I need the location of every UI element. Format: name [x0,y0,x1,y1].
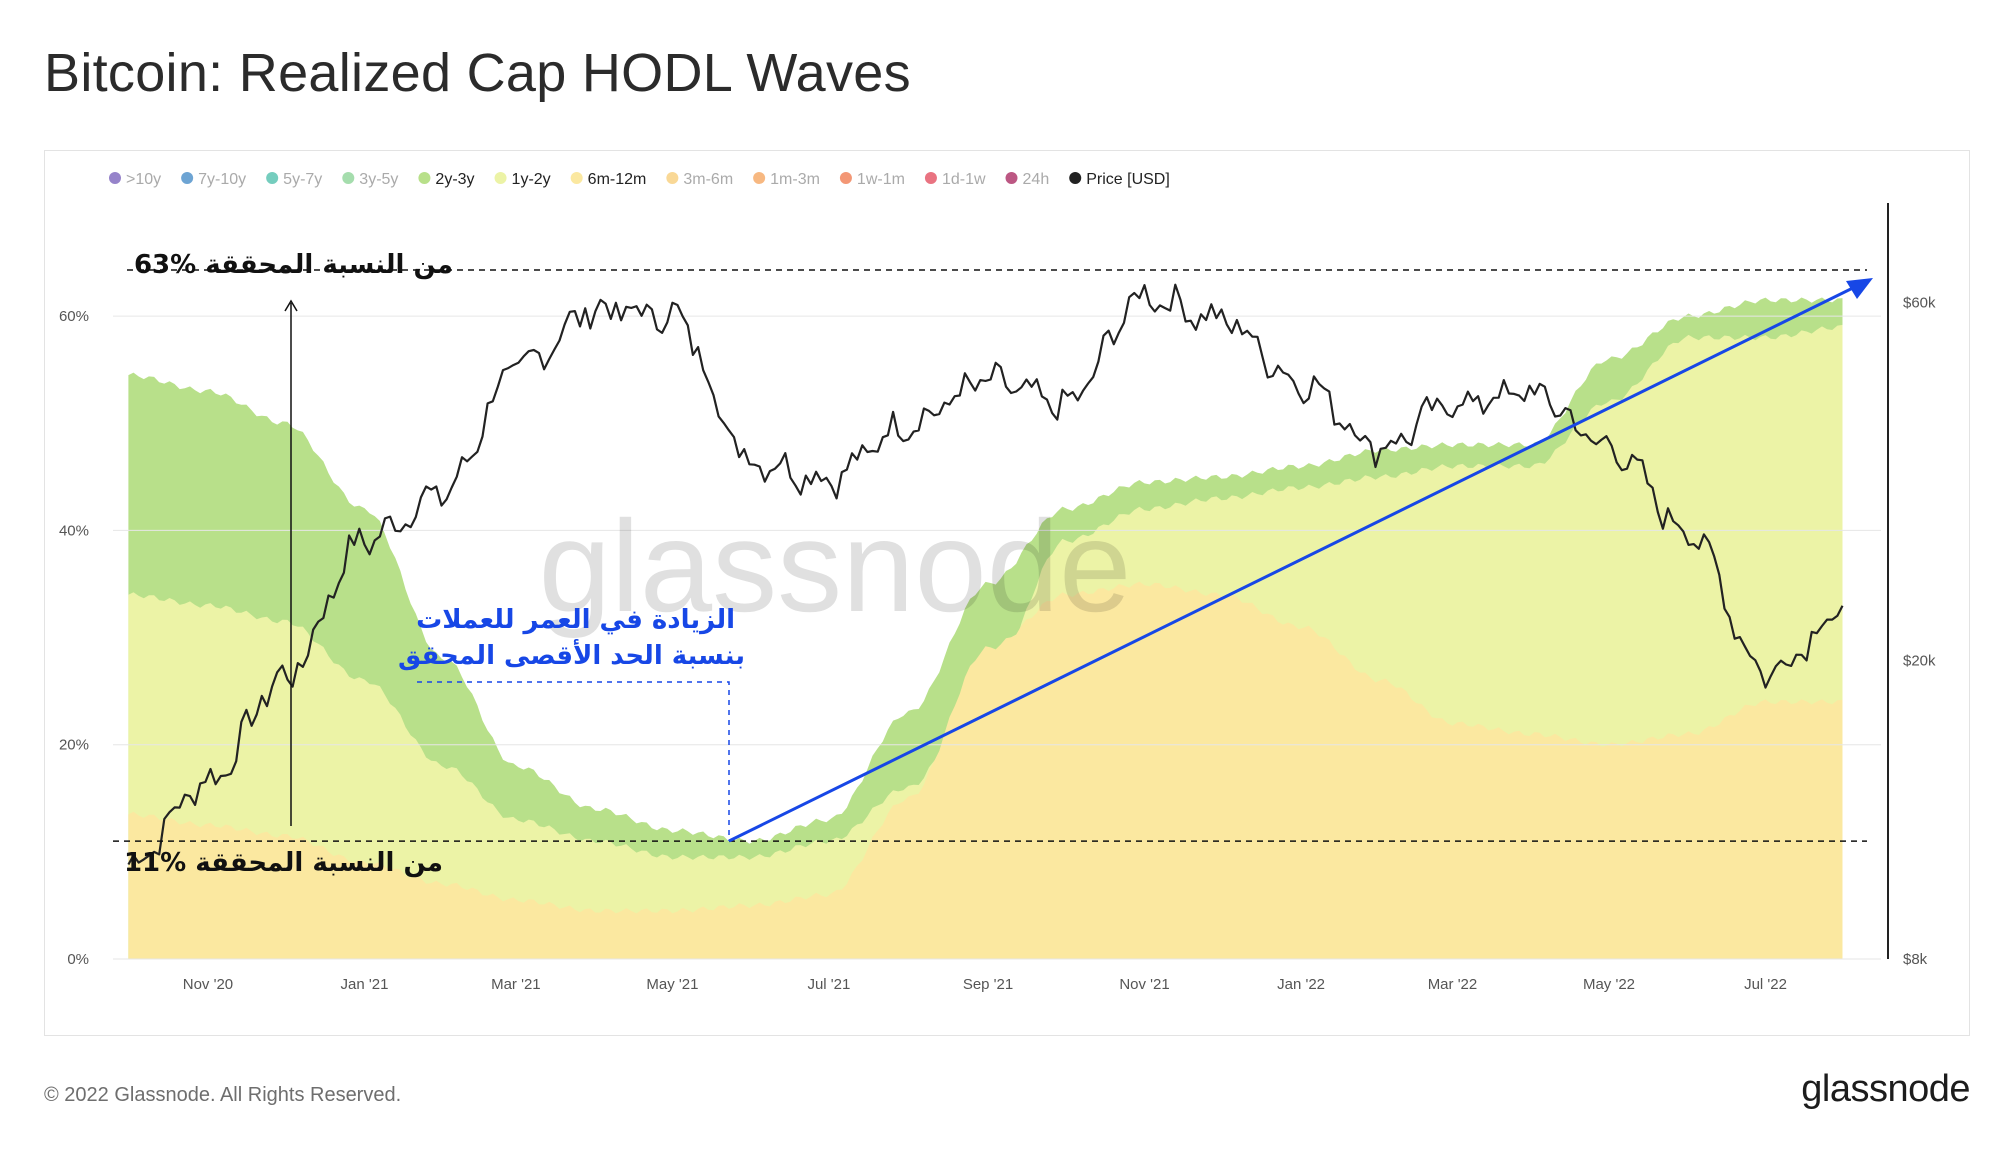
y-left-tick-label: 0% [67,951,89,968]
legend-label: 3m-6m [683,171,733,188]
y-right-tick-label: $60k [1903,295,1936,312]
blue-annotation-line2: بنسبة الحد الأقصى المحقق [398,639,745,671]
annotation-layer: 63% من النسبة المحققة 11% من النسبة المحق… [113,250,1873,878]
legend-dot [342,172,355,184]
watermark-text: glassnode [539,493,1132,639]
top-annotation-text: 63% من النسبة المحققة [134,250,453,280]
legend-item-price-usd[interactable]: Price [USD] [1069,171,1170,188]
legend-item-5y-7y[interactable]: 5y-7y [266,171,322,188]
x-tick-label: Nov '20 [183,976,233,993]
page-title: Bitcoin: Realized Cap HODL Waves [44,43,911,103]
legend-label: 5y-7y [283,171,322,188]
legend-dot [924,172,937,184]
range-arrow-head [284,299,298,312]
legend-label: 7y-10y [198,171,246,188]
blue-trend-arrow [728,280,1866,843]
legend-dot [839,172,852,184]
legend-item-2y-3y[interactable]: 2y-3y [418,171,475,188]
area-layer [128,297,1843,959]
y-left-tick-label: 20% [59,737,89,754]
x-tick-label: Jul '21 [807,976,850,993]
legend-dot [1005,172,1018,184]
chart-frame: glassnode 0% 20% 40% 60% $8k $20k $60k Nov '20 J… [44,150,1970,1036]
legend-dot [266,172,279,184]
x-tick-label: Mar '21 [491,976,541,993]
area-6m-12m [128,581,1843,959]
legend-item-24h[interactable]: 24h [1005,171,1050,188]
legend-label: >10y [126,171,161,188]
x-tick-label: May '21 [646,976,698,993]
x-tick-label: Nov '21 [1119,976,1169,993]
legend-dot [109,172,121,184]
price-layer [127,283,1844,866]
legend-label: Price [USD] [1086,171,1170,188]
x-tick-label: Jan '22 [1277,976,1325,993]
y-right-tick-label: $8k [1903,951,1928,968]
x-tick-label: May '22 [1583,976,1635,993]
bottom-annotation-text: 11% من النسبة المحققة [124,848,443,878]
legend-item-1m-3m[interactable]: 1m-3m [753,171,820,188]
axes-layer: 0% 20% 40% 60% $8k $20k $60k Nov '20 Jan '21 Mar … [59,203,1936,993]
footer-logo: glassnode [1801,1068,1970,1110]
price-line [127,283,1844,866]
legend-item-6m-12m[interactable]: 6m-12m [570,171,647,188]
x-tick-label: Jul '22 [1744,976,1787,993]
legend-label: 1w-1m [857,171,905,188]
x-tick-label: Mar '22 [1428,976,1478,993]
legend-item-10y[interactable]: >10y [109,171,161,188]
blue-trend-arrow-head [1846,278,1873,299]
legend-item-7y-10y[interactable]: 7y-10y [181,171,246,188]
x-tick-label: Jan '21 [341,976,389,993]
legend-item-3y-5y[interactable]: 3y-5y [342,171,398,188]
legend-item-1w-1m[interactable]: 1w-1m [839,171,905,188]
legend-dot [418,172,431,184]
legend-dot [494,172,507,184]
blue-dashed-bracket [417,681,730,841]
legend-dot [570,172,583,184]
legend-item-3m-6m[interactable]: 3m-6m [666,171,733,188]
legend-dot [666,172,679,184]
legend-label: 2y-3y [435,171,474,188]
legend-label: 3y-5y [359,171,398,188]
y-left-tick-label: 60% [59,308,89,325]
legend-label: 1y-2y [512,171,551,188]
blue-annotation-line1: الزيادة في العمر للعملات [416,605,735,635]
legend-dot [1069,172,1082,184]
legend-label: 6m-12m [588,171,647,188]
legend-dot [181,172,194,184]
x-tick-label: Sep '21 [963,976,1013,993]
y-left-tick-label: 40% [59,522,89,539]
hodl-waves-chart: glassnode 0% 20% 40% 60% $8k $20k $60k Nov '20 J… [59,171,1936,993]
legend-label: 24h [1023,171,1050,188]
legend-item-1d-1w[interactable]: 1d-1w [924,171,986,188]
grid-layer [113,315,1881,960]
legend: >10y 7y-10y 5y-7y 3y-5y 2y-3y 1y-2y 6m-12m 3m-6… [109,171,1170,188]
y-right-tick-label: $20k [1903,653,1936,670]
legend-dot [753,172,766,184]
legend-item-1y-2y[interactable]: 1y-2y [494,171,551,188]
footer-copyright: © 2022 Glassnode. All Rights Reserved. [44,1084,402,1106]
legend-label: 1m-3m [770,171,820,188]
legend-label: 1d-1w [942,171,986,188]
